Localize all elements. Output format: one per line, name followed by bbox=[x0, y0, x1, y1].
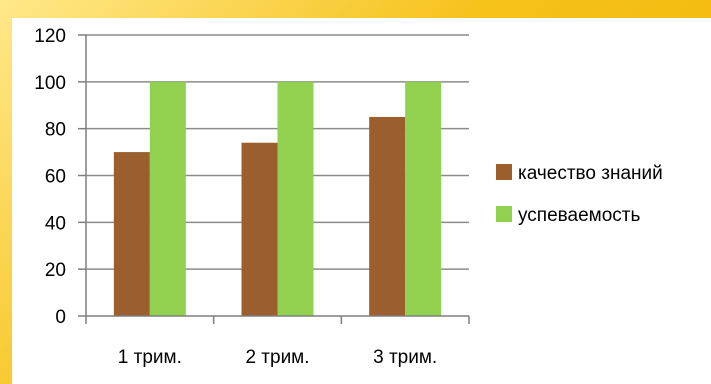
legend-label: успеваемость bbox=[518, 205, 640, 226]
bars bbox=[113, 81, 442, 316]
legend-swatch bbox=[496, 206, 512, 222]
bar-progress bbox=[405, 81, 442, 316]
y-tick-label: 60 bbox=[45, 167, 66, 188]
y-tick-labels: 0 20 40 60 80 100 120 bbox=[34, 26, 66, 328]
x-tick-label: 3 трим. bbox=[373, 347, 437, 368]
y-tick-label: 0 bbox=[55, 307, 66, 328]
y-tick-label: 40 bbox=[45, 213, 66, 234]
axes bbox=[78, 34, 470, 324]
bar-progress bbox=[149, 81, 186, 316]
x-tick-label: 2 трим. bbox=[245, 347, 309, 368]
y-tick-label: 80 bbox=[45, 120, 66, 141]
x-tick-labels: 1 трим. 2 трим. 3 трим. bbox=[118, 347, 437, 368]
bar-quality bbox=[241, 142, 278, 316]
x-tick-label: 1 трим. bbox=[118, 347, 182, 368]
legend: качество знаний успеваемость bbox=[496, 163, 663, 226]
y-tick-label: 100 bbox=[34, 73, 66, 94]
bar-quality bbox=[113, 152, 150, 316]
bar-progress bbox=[277, 81, 314, 316]
bar-quality bbox=[369, 116, 406, 316]
legend-label: качество знаний bbox=[518, 163, 663, 184]
legend-swatch bbox=[496, 164, 512, 180]
y-tick-label: 120 bbox=[34, 26, 66, 47]
y-tick-label: 20 bbox=[45, 260, 66, 281]
